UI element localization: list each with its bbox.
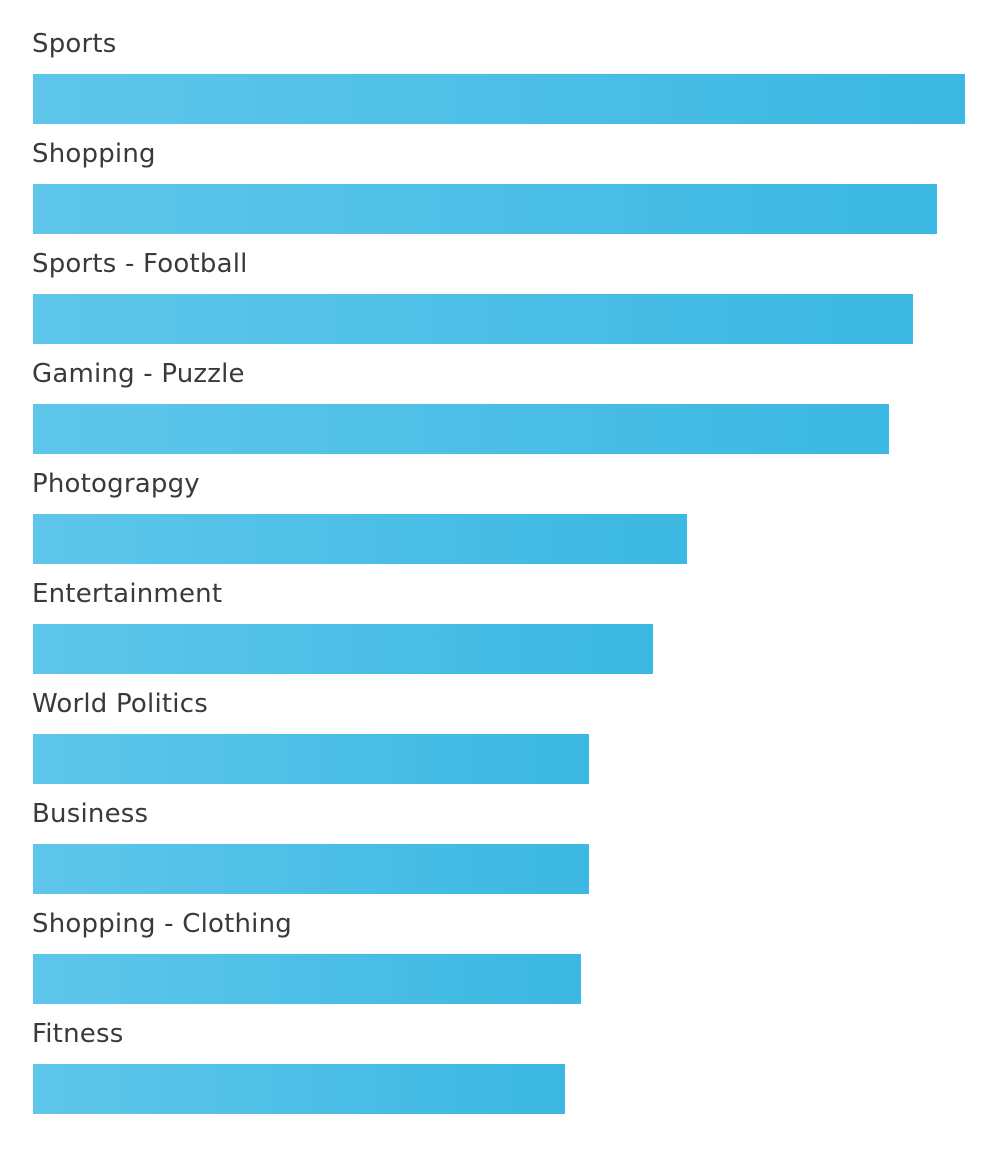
bar-track: [33, 734, 965, 784]
bar-track: [33, 184, 965, 234]
bar-track: [33, 294, 965, 344]
bar-label: Gaming - Puzzle: [32, 359, 245, 389]
bar-label: Sports - Football: [32, 249, 248, 279]
bar: [33, 294, 913, 344]
bar-label: Business: [32, 799, 149, 829]
bar-row: Gaming - Puzzle: [32, 330, 972, 454]
bar: [33, 404, 889, 454]
bar-track: [33, 1064, 965, 1114]
bar-row: Shopping: [32, 110, 972, 234]
bar-label: Photograpgy: [32, 469, 200, 499]
bar-track: [33, 844, 965, 894]
bar-label: Shopping - Clothing: [32, 909, 292, 939]
bar: [33, 844, 589, 894]
bar: [33, 184, 937, 234]
bar-track: [33, 404, 965, 454]
bar: [33, 624, 653, 674]
bar-label: Entertainment: [32, 579, 223, 609]
bar: [33, 734, 589, 784]
bar-label: Fitness: [32, 1019, 124, 1049]
bar-row: Fitness: [32, 990, 972, 1114]
bar-track: [33, 624, 965, 674]
bar-row: Business: [32, 770, 972, 894]
bar-row: Entertainment: [32, 550, 972, 674]
bar: [33, 954, 581, 1004]
bar-track: [33, 514, 965, 564]
bar-label: World Politics: [32, 689, 208, 719]
bar-row: World Politics: [32, 660, 972, 784]
bar-track: [33, 954, 965, 1004]
bar: [33, 1064, 565, 1114]
bar-row: Sports - Football: [32, 220, 972, 344]
bar-row: Sports: [32, 0, 972, 124]
bar-track: [33, 74, 965, 124]
bar-row: Shopping - Clothing: [32, 880, 972, 1004]
bar-label: Sports: [32, 29, 117, 59]
bar-label: Shopping: [32, 139, 156, 169]
bar: [33, 514, 687, 564]
bar-row: Photograpgy: [32, 440, 972, 564]
bar: [33, 74, 965, 124]
